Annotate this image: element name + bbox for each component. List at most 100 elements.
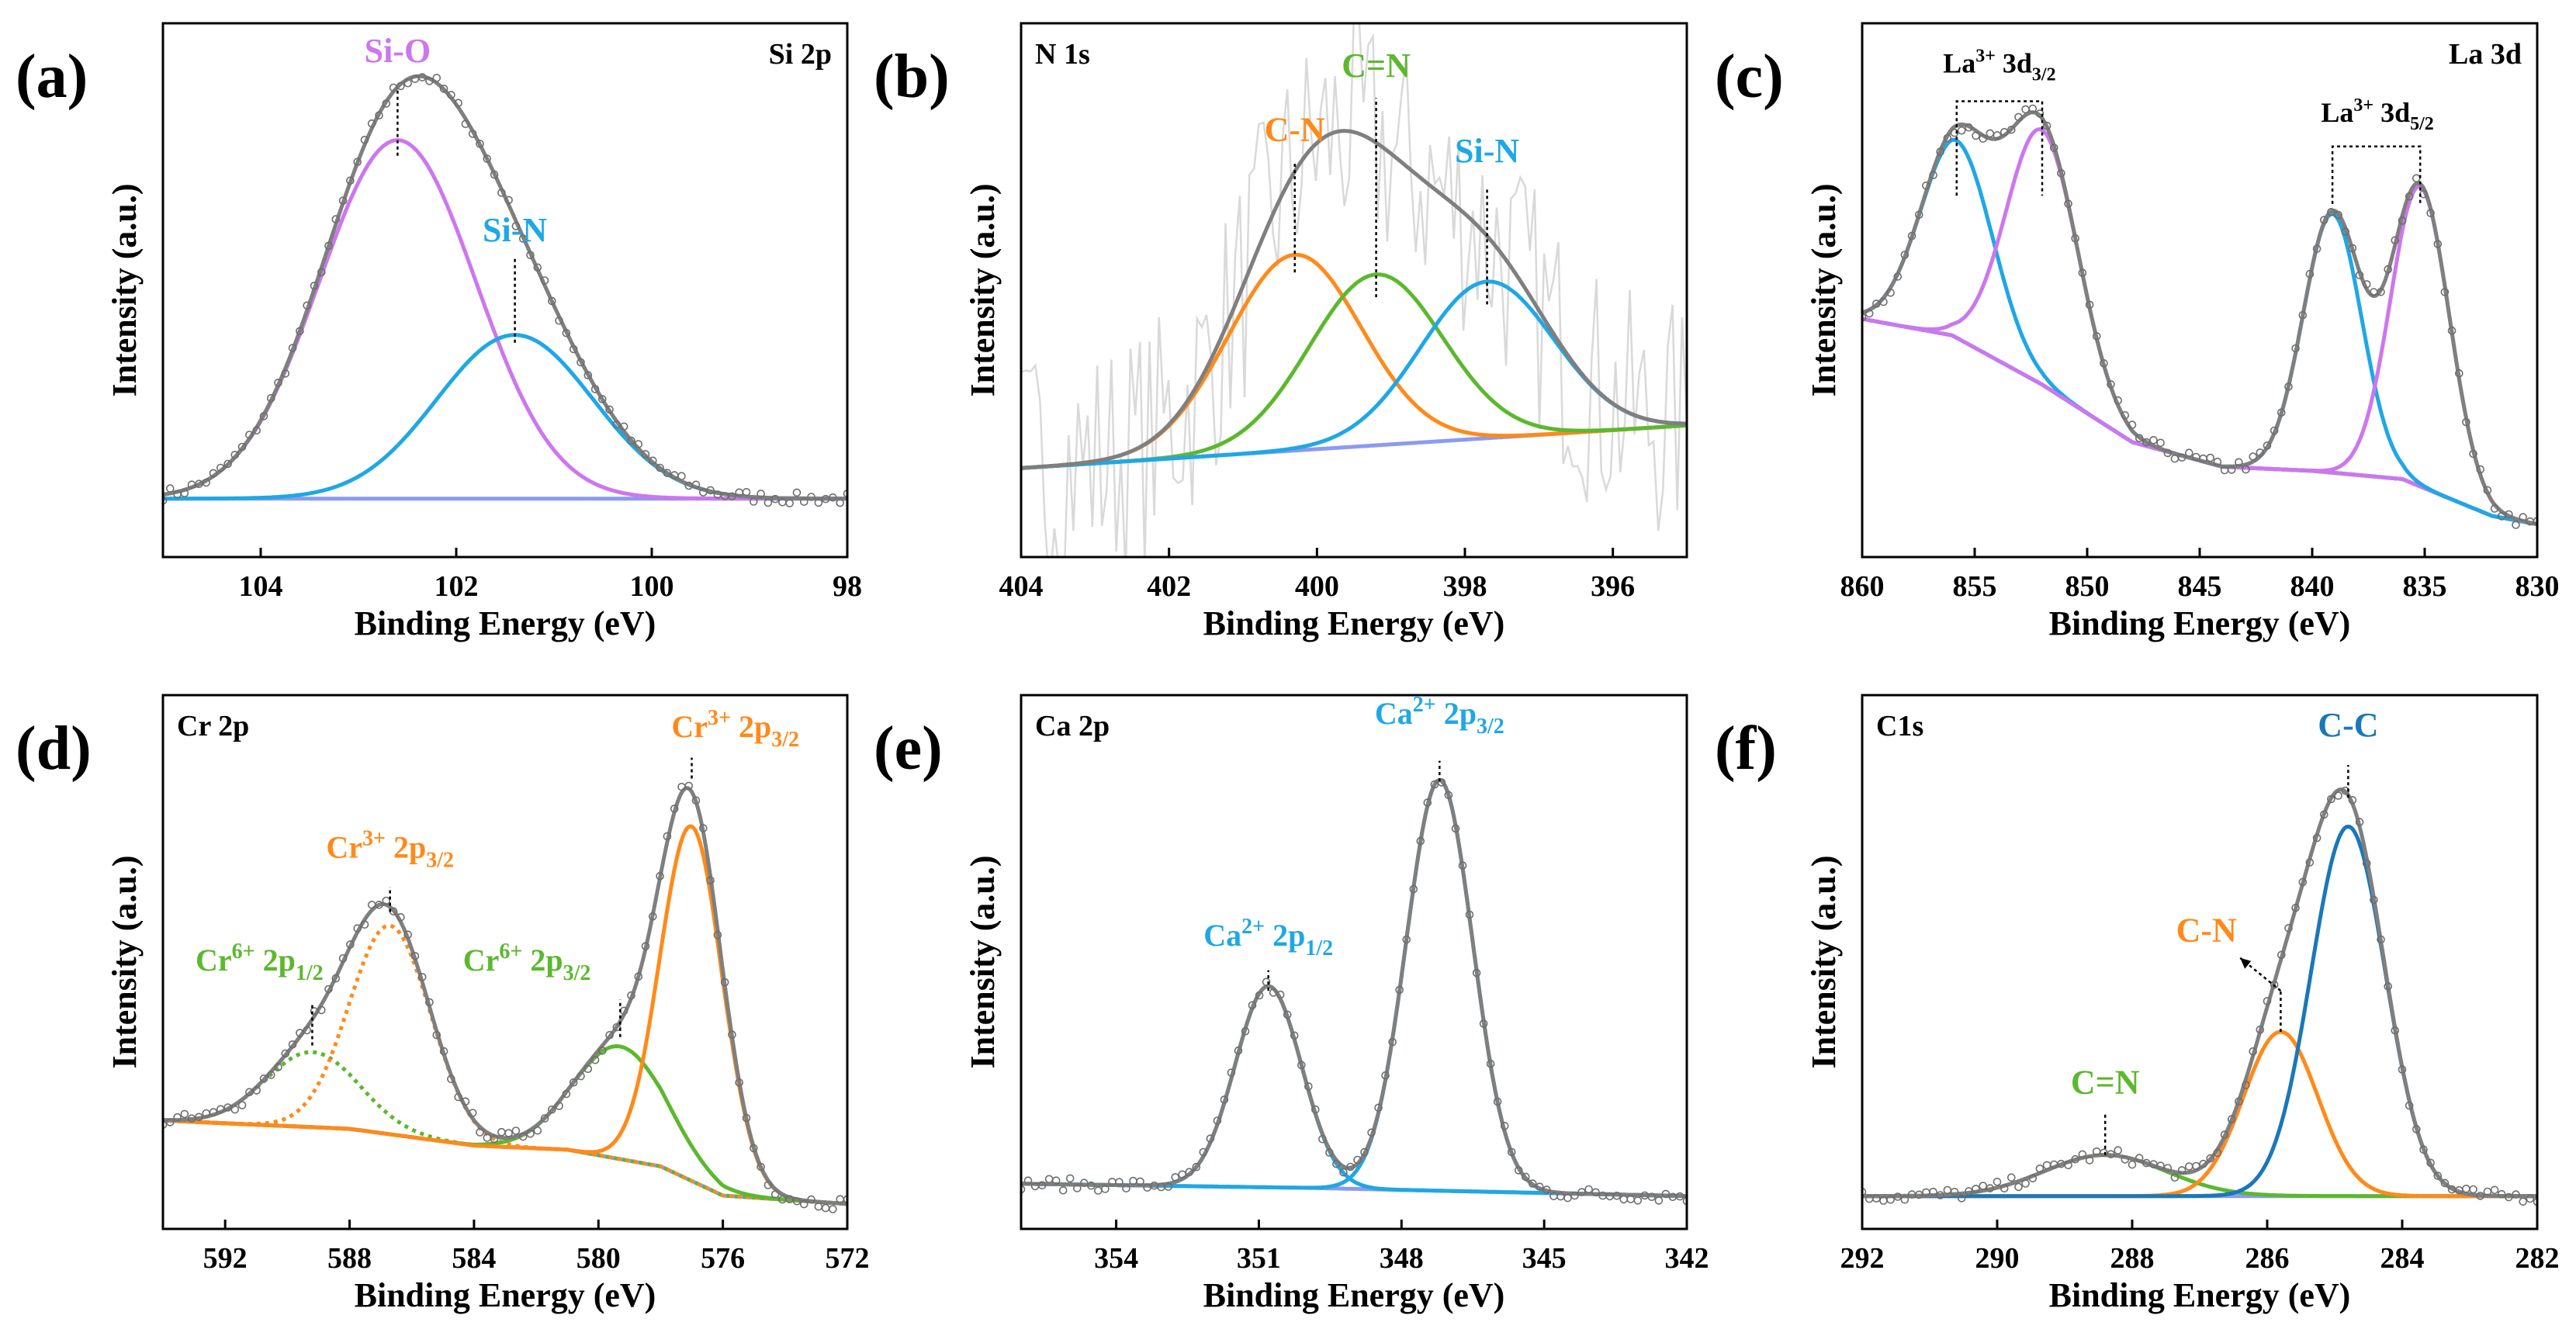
data-point (1950, 1188, 1959, 1196)
data-point (2078, 1150, 2087, 1159)
data-point (180, 1109, 189, 1119)
data-point (2021, 105, 2030, 114)
data-point (2298, 310, 2308, 320)
data-point (843, 490, 847, 498)
y-axis-label: Intensity (a.u.) (1805, 855, 1843, 1068)
data-point (1122, 1184, 1130, 1192)
data-point (1965, 1187, 1973, 1196)
data-point (612, 1023, 621, 1032)
data-point (612, 420, 621, 429)
data-point (1458, 861, 1467, 870)
data-point (2035, 109, 2045, 118)
x-tick-label: 588 (327, 1242, 372, 1275)
data-point (439, 1047, 448, 1056)
data-point (1269, 988, 1278, 997)
y-axis-label: Intensity (a.u.) (1805, 183, 1843, 396)
envelope-fit (1862, 787, 2537, 1199)
data-point (497, 189, 506, 197)
data-point (749, 497, 758, 506)
data-point (2440, 288, 2450, 296)
x-tick-label: 400 (1295, 570, 1339, 603)
data-point (245, 431, 254, 439)
component-peak (1862, 212, 2537, 527)
data-point (2050, 144, 2058, 152)
y-axis-label: Intensity (a.u.) (106, 183, 144, 396)
data-point (627, 991, 635, 1000)
data-point (2291, 903, 2300, 912)
data-point (1862, 313, 1867, 322)
data-point (1886, 288, 1895, 297)
data-point (792, 488, 802, 497)
data-point (2405, 192, 2414, 201)
x-tick-label: 354 (1094, 1242, 1138, 1275)
data-point (331, 974, 341, 983)
data-point (2447, 326, 2457, 335)
peak-label: C=N (2071, 1063, 2140, 1101)
data-point (1929, 1187, 1937, 1196)
x-tick-label: 104 (239, 570, 283, 603)
plot-frame (161, 694, 849, 1230)
data-point (2348, 244, 2357, 253)
data-point (1943, 133, 1952, 143)
element-label: La 3d (2449, 38, 2522, 71)
component-peak (1021, 279, 1687, 470)
data-point (605, 405, 614, 414)
component-peak (1021, 272, 1687, 470)
data-point (1283, 1010, 1292, 1019)
data-point (1486, 1059, 1495, 1068)
data-point (1416, 836, 1425, 846)
data-point (807, 1195, 815, 1204)
data-point (2284, 382, 2293, 391)
data-point (296, 1029, 304, 1037)
data-point (1353, 1155, 1362, 1165)
data-point (555, 316, 563, 325)
data-point (590, 1056, 600, 1064)
data-point (439, 85, 448, 93)
data-point (1972, 1185, 1980, 1193)
x-tick-label: 348 (1380, 1242, 1424, 1275)
data-point (476, 1128, 484, 1137)
data-point (163, 496, 168, 505)
data-point (1381, 1071, 1390, 1080)
data-point (684, 781, 694, 791)
data-point (1915, 1190, 1923, 1199)
data-point (749, 1144, 758, 1153)
data-point (2305, 269, 2315, 279)
data-point (396, 81, 405, 91)
data-point (2476, 465, 2484, 474)
data-point (641, 450, 650, 459)
data-point (180, 489, 189, 498)
envelope-fit (1021, 778, 1687, 1199)
data-point (569, 344, 578, 354)
data-point (1879, 297, 1888, 306)
data-point (2426, 1158, 2435, 1168)
data-point (2227, 1115, 2236, 1123)
peak-label: Si-N (483, 211, 547, 249)
data-point (836, 498, 844, 507)
data-point (274, 1063, 282, 1071)
element-label: Si 2p (769, 38, 832, 71)
data-point (583, 371, 593, 379)
data-point (237, 1101, 247, 1109)
data-point (2163, 1164, 2173, 1172)
data-point (2021, 1179, 2030, 1188)
data-point (2128, 1160, 2137, 1169)
data-point (2476, 1192, 2484, 1200)
data-point (2007, 1173, 2016, 1182)
data-point (1171, 1173, 1179, 1182)
data-point (742, 487, 751, 497)
component-peak (1021, 778, 1687, 1199)
data-point (1542, 1185, 1551, 1194)
data-point (2391, 236, 2400, 245)
data-point (1577, 1188, 1586, 1196)
data-point (497, 1127, 506, 1137)
data-point (2483, 486, 2492, 495)
data-point (403, 78, 413, 88)
component-peak (1862, 127, 2537, 527)
data-point (310, 282, 319, 290)
data-point (2107, 1150, 2115, 1158)
x-tick-label: 282 (2515, 1242, 2560, 1275)
x-axis-label: Binding Energy (eV) (355, 604, 656, 642)
data-point (2355, 818, 2364, 826)
panel-c: 860 855 850 845 840 835 830 Binding Energy (eV)… (1715, 22, 2560, 642)
